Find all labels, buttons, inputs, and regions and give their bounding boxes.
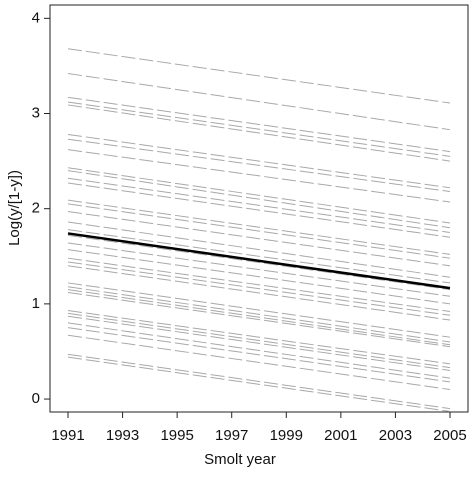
y-tick-label: 0 (32, 390, 40, 407)
dashed-line (67, 104, 451, 162)
dashed-line (67, 167, 451, 224)
dashed-line (67, 221, 451, 278)
x-tick-label: 1999 (270, 427, 303, 444)
dashed-line (67, 96, 451, 153)
x-tick-label: 1991 (51, 427, 84, 444)
y-axis-label: Log(y/[1-y]) (6, 170, 23, 246)
dashed-line (67, 249, 451, 305)
dashed-line (67, 199, 451, 255)
dashed-line (67, 312, 451, 369)
dashed-line (67, 149, 451, 203)
x-tick-label: 1993 (106, 427, 139, 444)
dashed-line (67, 282, 451, 338)
y-tick-label: 2 (32, 200, 40, 217)
dashed-line (67, 322, 451, 379)
dashed-line (67, 310, 451, 365)
dashed-line (67, 101, 451, 157)
y-tick-label: 3 (32, 104, 40, 121)
dashed-line (67, 229, 451, 284)
dashed-line (67, 138, 451, 193)
bold-line (67, 232, 451, 290)
dashed-line (67, 73, 451, 131)
dashed-line (67, 257, 451, 312)
dashed-line (67, 170, 451, 229)
dashed-line (67, 286, 451, 343)
dashed-line (67, 356, 451, 412)
x-tick-label: 1995 (160, 427, 193, 444)
dashed-line (67, 48, 451, 104)
dashed-line (67, 289, 451, 346)
y-tick-label: 4 (32, 9, 40, 26)
dashed-line (67, 327, 451, 383)
dashed-line (67, 177, 451, 233)
x-tick-label: 1997 (215, 427, 248, 444)
x-tick-label: 2003 (379, 427, 412, 444)
dashed-line (67, 315, 451, 371)
dashed-line (67, 353, 451, 410)
dashed-line (67, 182, 451, 238)
x-axis-label: Smolt year (204, 451, 276, 468)
dashed-line (67, 265, 451, 321)
dashed-line (67, 334, 451, 391)
x-tick-label: 2005 (433, 427, 466, 444)
dashed-line (67, 291, 451, 348)
dashed-line (67, 211, 451, 267)
x-tick-label: 2001 (324, 427, 357, 444)
y-tick-label: 1 (32, 295, 40, 312)
dashed-line (67, 203, 451, 259)
dashed-line (67, 261, 451, 316)
dashed-line (67, 133, 451, 189)
dashed-line (67, 234, 451, 291)
dashed-line (67, 242, 451, 297)
